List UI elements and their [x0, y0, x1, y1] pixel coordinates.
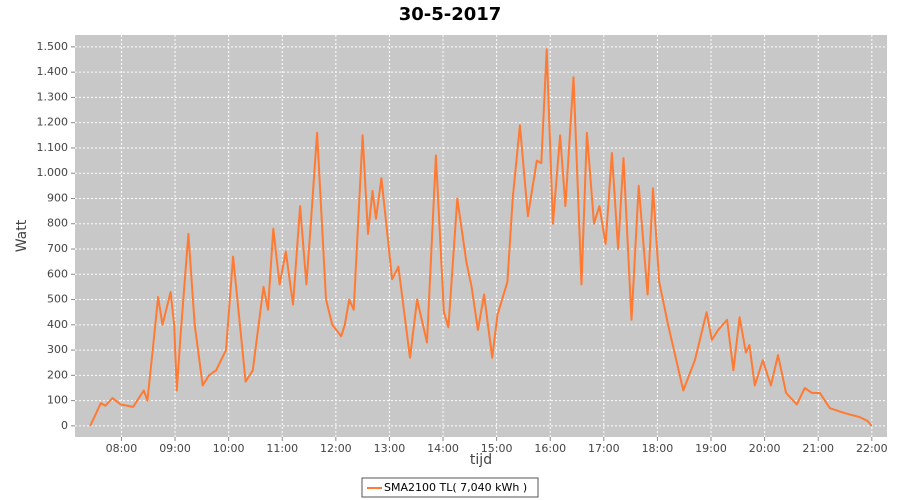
y-tick-label: 100	[47, 394, 68, 407]
x-tick-label: 16:00	[534, 442, 566, 455]
y-tick-label: 500	[47, 293, 68, 306]
x-tick-label: 08:00	[106, 442, 138, 455]
chart-title: 30-5-2017	[399, 4, 502, 25]
x-tick-label: 17:00	[588, 442, 620, 455]
x-tick-label: 14:00	[427, 442, 459, 455]
x-tick-label: 19:00	[695, 442, 727, 455]
y-tick-label: 700	[47, 242, 68, 255]
y-tick-label: 400	[47, 318, 68, 331]
y-tick-label: 800	[47, 217, 68, 230]
y-tick-label: 600	[47, 267, 68, 280]
y-tick-label: 300	[47, 343, 68, 356]
x-tick-label: 13:00	[374, 442, 406, 455]
plot-area	[75, 35, 887, 437]
y-axis-label: Watt	[14, 219, 30, 252]
x-tick-label: 15:00	[481, 442, 513, 455]
legend-box	[361, 477, 539, 498]
x-tick-label: 10:00	[213, 442, 245, 455]
y-tick-label: 0	[61, 419, 68, 432]
x-tick-label: 09:00	[159, 442, 191, 455]
x-tick-label: 12:00	[320, 442, 352, 455]
y-tick-label: 1.500	[37, 40, 69, 53]
x-tick-label: 20:00	[749, 442, 781, 455]
y-tick-label: 1.100	[37, 141, 69, 154]
y-tick-label: 1.400	[37, 65, 69, 78]
x-tick-label: 11:00	[266, 442, 298, 455]
x-tick-label: 22:00	[856, 442, 888, 455]
y-tick-label: 1.000	[37, 166, 69, 179]
data-line	[89, 48, 873, 427]
x-axis-label: tijd	[470, 452, 492, 468]
y-tick-label: 1.300	[37, 90, 69, 103]
legend: SMA2100 TL( 7,040 kWh )	[361, 477, 539, 498]
y-tick-label: 900	[47, 191, 68, 204]
legend-label: SMA2100 TL( 7,040 kWh )	[384, 481, 527, 494]
x-tick-label: 21:00	[802, 442, 834, 455]
y-tick-label: 1.200	[37, 116, 69, 129]
x-tick-label: 18:00	[642, 442, 674, 455]
y-tick-label: 200	[47, 368, 68, 381]
